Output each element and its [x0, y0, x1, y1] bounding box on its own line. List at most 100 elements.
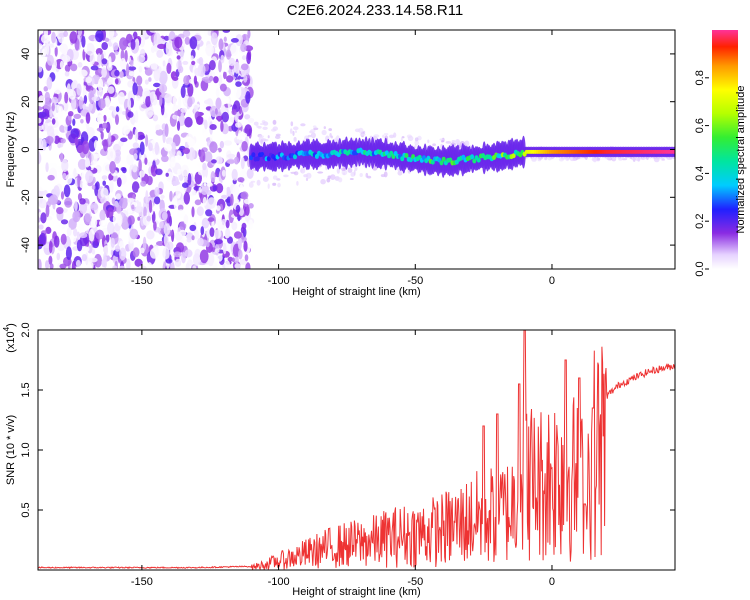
- noise-blob: [230, 38, 239, 43]
- noise-blob: [208, 75, 214, 82]
- noise-blob: [78, 96, 84, 110]
- noise-blob: [142, 236, 147, 251]
- noise-blob: [90, 215, 98, 228]
- noise-blob: [38, 117, 42, 124]
- noise-blob: [196, 206, 204, 217]
- noise-blob: [77, 62, 83, 68]
- noise-blob: [127, 111, 134, 118]
- noise-blob: [218, 59, 222, 73]
- halo-blob: [637, 156, 641, 162]
- noise-blob: [85, 76, 92, 84]
- noise-blob: [240, 157, 245, 170]
- noise-blob: [204, 151, 213, 162]
- noise-blob: [198, 186, 202, 193]
- noise-blob: [119, 247, 127, 261]
- signal-band-core: [441, 156, 446, 162]
- noise-blob: [162, 247, 170, 260]
- noise-blob: [162, 60, 166, 67]
- noise-blob: [241, 55, 247, 61]
- noise-blob: [64, 71, 70, 77]
- noise-blob: [132, 164, 138, 173]
- noise-blob: [138, 159, 142, 173]
- noise-blob: [64, 122, 68, 134]
- signal-band-core: [472, 158, 477, 164]
- y-tick-label: 0.5: [20, 502, 32, 517]
- noise-blob: [131, 181, 140, 193]
- noise-blob: [234, 139, 244, 144]
- noise-blob: [174, 36, 183, 49]
- noise-blob: [132, 247, 140, 258]
- noise-blob: [170, 156, 176, 168]
- noise-blob: [235, 81, 242, 87]
- noise-blob: [212, 261, 218, 269]
- noise-blob: [153, 68, 161, 82]
- signal-band-core: [389, 150, 394, 156]
- halo-blob: [427, 139, 430, 144]
- noise-blob: [93, 140, 99, 150]
- halo-blob: [305, 172, 312, 179]
- noise-blob: [143, 206, 147, 219]
- noise-blob: [153, 196, 161, 205]
- noise-blob: [182, 60, 189, 65]
- noise-blob: [157, 43, 166, 50]
- signal-band-core: [400, 156, 405, 162]
- noise-blob: [179, 221, 187, 231]
- noise-blob: [139, 141, 145, 156]
- noise-blob: [233, 231, 242, 239]
- noise-blob: [212, 185, 217, 192]
- noise-blob: [140, 48, 146, 58]
- noise-blob: [107, 77, 114, 85]
- snr-y-axis-label: SNR (10 * v/v): [5, 415, 17, 485]
- noise-blob: [226, 75, 234, 83]
- noise-blob: [86, 127, 95, 138]
- halo-blob: [277, 182, 281, 188]
- noise-blob: [166, 62, 172, 74]
- noise-blob: [114, 245, 121, 252]
- noise-blob: [155, 124, 161, 131]
- noise-blob: [238, 130, 242, 141]
- colorbar-tick-label: 0.0: [694, 261, 706, 276]
- noise-blob: [127, 80, 135, 88]
- noise-blob: [129, 228, 139, 240]
- noise-blob: [157, 38, 166, 45]
- noise-blob: [107, 221, 115, 235]
- noise-blob: [221, 194, 228, 199]
- halo-blob: [565, 155, 570, 162]
- noise-blob: [185, 262, 190, 269]
- x-tick-label: -150: [131, 275, 153, 287]
- noise-blob: [229, 193, 234, 206]
- snr-x-ticks: -150 -100 -50 0: [131, 330, 555, 588]
- noise-blob: [231, 221, 238, 231]
- halo-blob: [358, 127, 364, 133]
- noise-blob: [163, 233, 169, 247]
- noise-blob: [204, 119, 208, 130]
- noise-blob: [164, 93, 173, 104]
- noise-blob: [215, 156, 223, 165]
- halo-blob: [289, 128, 293, 134]
- noise-blob: [239, 183, 244, 195]
- noise-blob: [222, 30, 231, 33]
- noise-blob: [187, 138, 196, 147]
- noise-blob: [203, 176, 207, 187]
- noise-blob: [165, 172, 169, 177]
- noise-blob: [231, 109, 237, 116]
- noise-blob: [215, 205, 221, 211]
- noise-blob: [210, 32, 218, 46]
- noise-blob: [243, 198, 251, 204]
- noise-blob: [88, 103, 93, 112]
- noise-blob: [202, 131, 208, 139]
- noise-blob: [172, 95, 177, 107]
- halo-blob: [451, 140, 456, 143]
- noise-blob: [73, 167, 77, 178]
- noise-blob: [114, 69, 120, 77]
- noise-blob: [248, 219, 254, 230]
- noise-blob: [54, 46, 58, 57]
- halo-blob: [464, 140, 470, 147]
- halo-blob: [354, 166, 358, 171]
- halo-blob: [400, 137, 403, 142]
- noise-blob: [233, 85, 242, 99]
- noise-blob: [83, 213, 91, 225]
- noise-blob: [246, 52, 252, 65]
- colorbar-ticks: 0.0 0.2 0.4 0.6 0.8: [694, 70, 709, 277]
